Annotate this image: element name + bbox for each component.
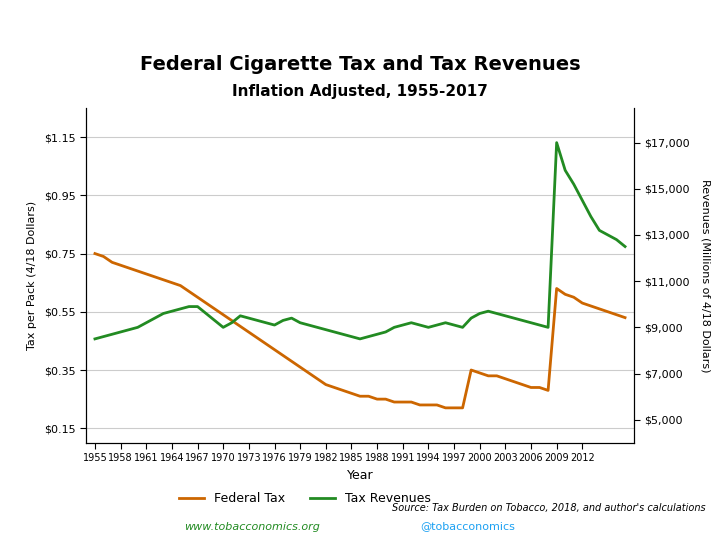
Y-axis label: Tax per Pack (4/18 Dollars): Tax per Pack (4/18 Dollars) xyxy=(27,201,37,350)
Text: www.tobacconomics.org: www.tobacconomics.org xyxy=(184,522,320,531)
Y-axis label: Revenues (Millions of 4/18 Dollars): Revenues (Millions of 4/18 Dollars) xyxy=(701,179,711,372)
Text: Source: Tax Burden on Tobacco, 2018, and author's calculations: Source: Tax Burden on Tobacco, 2018, and… xyxy=(392,503,706,512)
Text: Federal Cigarette Tax and Tax Revenues: Federal Cigarette Tax and Tax Revenues xyxy=(140,55,580,75)
Text: Inflation Adjusted, 1955-2017: Inflation Adjusted, 1955-2017 xyxy=(232,84,488,99)
Text: @tobacconomics: @tobacconomics xyxy=(420,522,516,531)
Legend: Federal Tax, Tax Revenues: Federal Tax, Tax Revenues xyxy=(174,487,436,510)
X-axis label: Year: Year xyxy=(347,469,373,482)
